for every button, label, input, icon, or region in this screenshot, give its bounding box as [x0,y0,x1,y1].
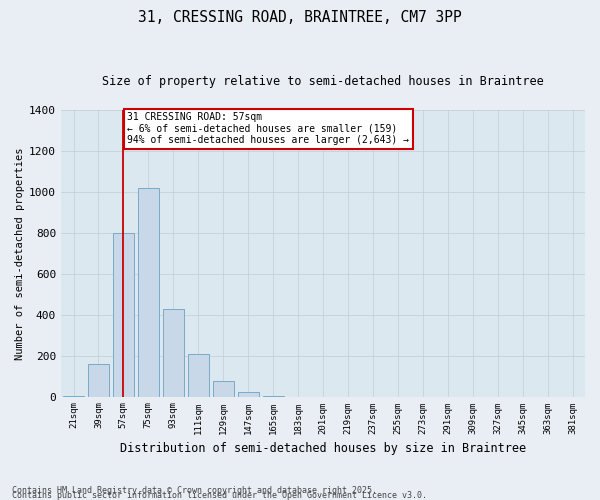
Text: Contains HM Land Registry data © Crown copyright and database right 2025.: Contains HM Land Registry data © Crown c… [12,486,377,495]
Bar [238,392,259,396]
Bar [188,354,209,397]
Bar [163,308,184,396]
Text: 31 CRESSING ROAD: 57sqm
← 6% of semi-detached houses are smaller (159)
94% of se: 31 CRESSING ROAD: 57sqm ← 6% of semi-det… [127,112,409,145]
Bar [212,381,234,396]
Y-axis label: Number of semi-detached properties: Number of semi-detached properties [15,147,25,360]
Text: 31, CRESSING ROAD, BRAINTREE, CM7 3PP: 31, CRESSING ROAD, BRAINTREE, CM7 3PP [138,10,462,25]
Title: Size of property relative to semi-detached houses in Braintree: Size of property relative to semi-detach… [102,75,544,88]
Bar [113,233,134,396]
Bar [138,188,159,396]
Bar [88,364,109,396]
X-axis label: Distribution of semi-detached houses by size in Braintree: Distribution of semi-detached houses by … [120,442,526,455]
Text: Contains public sector information licensed under the Open Government Licence v3: Contains public sector information licen… [12,491,427,500]
